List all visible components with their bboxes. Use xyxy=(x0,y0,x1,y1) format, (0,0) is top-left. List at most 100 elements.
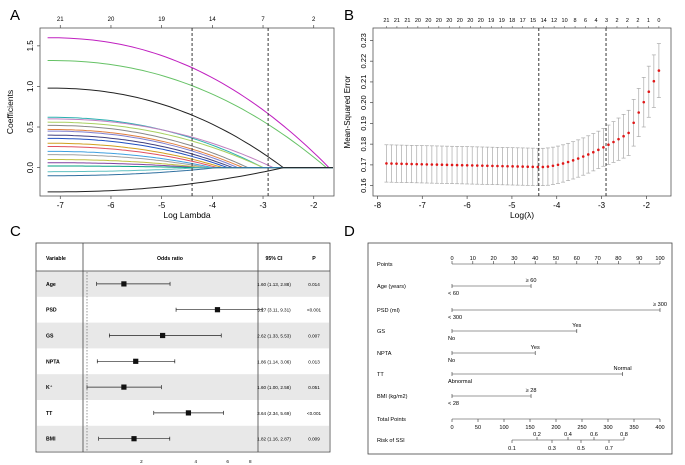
forest-or-marker xyxy=(185,410,192,416)
x-tick-label: -6 xyxy=(464,201,472,210)
cv-mse-plot: -8 -7 -6 -5 -4 -3 -2 0.16 0.17 0.18 0.19 0.20 0.21 0.… xyxy=(343,18,672,220)
top-tick-label: 19 xyxy=(499,18,505,24)
forest-variable-label: TT xyxy=(46,411,53,417)
cv-mse-point xyxy=(637,111,641,114)
forest-or-marker xyxy=(133,358,139,364)
cv-mse-point xyxy=(627,131,630,135)
y-tick-label: 0.5 xyxy=(26,121,35,133)
forest-header-variable: Variable xyxy=(46,256,66,262)
cv-mse-point xyxy=(647,90,651,94)
panel-b-frame xyxy=(372,27,672,197)
top-tick-label: 21 xyxy=(394,18,400,24)
top-tick-label: 0 xyxy=(657,18,660,24)
cv-mse-point xyxy=(526,165,530,169)
nomogram-risk-upper-label: 0.6 xyxy=(590,432,598,438)
forest-row-band xyxy=(37,374,329,400)
nomogram-row-label: GS xyxy=(377,329,385,335)
top-tick-label: 20 xyxy=(108,17,115,23)
cv-mse-point xyxy=(506,164,509,168)
nomogram-points-tick-label: 80 xyxy=(615,256,621,262)
cv-mse-point xyxy=(410,162,413,166)
cv-mse-point xyxy=(395,162,398,165)
nomogram-points-tick-label: 50 xyxy=(553,256,559,262)
cv-mse-point xyxy=(531,165,535,169)
panel-a-xlabel: Log Lambda xyxy=(163,210,211,220)
nomogram-total-tick-label: 400 xyxy=(655,425,664,431)
cv-mse-point xyxy=(592,150,595,154)
forest-variable-label: GS xyxy=(46,334,54,340)
top-tick-label: 4 xyxy=(594,18,597,24)
top-tick-label: 2 xyxy=(312,17,316,23)
x-tick-label: -4 xyxy=(209,201,217,210)
coef-path-v19 xyxy=(47,167,333,173)
cv-mse-point xyxy=(496,164,499,168)
cv-mse-point xyxy=(405,162,408,166)
nomogram-points-tick-label: 40 xyxy=(532,256,538,262)
top-tick-label: 19 xyxy=(158,17,165,23)
coef-path-v8 xyxy=(47,128,333,169)
cv-mse-point xyxy=(581,155,585,158)
nomogram-row-label: TT xyxy=(377,372,384,378)
coef-path-v11 xyxy=(47,137,333,169)
nomogram-risk-lower-label: 0.3 xyxy=(548,446,556,452)
coef-path-v14 xyxy=(47,150,333,169)
x-tick-label: -4 xyxy=(553,201,561,210)
nomogram-points-tick-label: 70 xyxy=(594,256,600,262)
y-tick-label: 0.18 xyxy=(359,137,368,152)
x-tick-label: -2 xyxy=(310,201,318,210)
panel-b-xlabel: Log(λ) xyxy=(510,210,534,220)
y-tick-label: 0.19 xyxy=(359,116,368,131)
nomogram-points-tick-label: 60 xyxy=(574,256,580,262)
forest-p-value: 0.013 xyxy=(308,359,320,364)
forest-or-marker xyxy=(131,436,137,442)
cv-mse-point xyxy=(607,143,610,147)
nomogram-risk-label: Risk of SSI xyxy=(377,438,405,444)
coef-path-v12 xyxy=(47,142,333,169)
x-tick-label: -7 xyxy=(57,201,65,210)
x-tick-label: -8 xyxy=(374,201,382,210)
panel-label-c: C xyxy=(10,223,21,240)
forest-x-tick-label: 4 xyxy=(195,459,198,464)
forest-variable-label: Age xyxy=(46,282,56,288)
nomogram-upper-level: Yes xyxy=(572,323,581,329)
cv-mse-point xyxy=(566,160,570,164)
cv-mse-point xyxy=(516,165,519,168)
forest-p-value: 0.014 xyxy=(308,282,320,287)
forest-ci-text: 5.27 (3.11, 9.31) xyxy=(257,308,291,313)
nomogram-points-tick-label: 30 xyxy=(511,256,517,262)
forest-row-band xyxy=(37,271,329,297)
top-tick-label: 21 xyxy=(57,17,64,23)
cv-mse-point xyxy=(385,162,388,165)
forest-ci-text: 3.64 (2.34, 5.69) xyxy=(257,411,291,416)
cv-mse-point xyxy=(420,162,424,166)
nomogram-total-tick-label: 300 xyxy=(603,425,612,431)
cv-mse-point xyxy=(491,164,494,168)
nomogram-total-tick-label: 50 xyxy=(475,425,481,431)
nomogram-row-label: PSD (ml) xyxy=(377,308,400,314)
nomogram-points-tick-label: 20 xyxy=(490,256,496,262)
cv-mse-point xyxy=(612,140,615,144)
nomogram-lower-level: < 28 xyxy=(448,401,459,407)
coef-path-v16 xyxy=(47,159,333,169)
coefficient-path-plot: -7 -6 -5 -4 -3 -2 0.0 0.5 1.0 1.5 21 20 19 14 7 2 Log L… xyxy=(5,17,335,220)
forest-ci-text: 1.86 (1.14, 3.06) xyxy=(257,359,291,364)
coef-path-v18 xyxy=(47,165,333,169)
cv-mse-point xyxy=(536,165,540,169)
nomogram-risk-upper-label: 0.8 xyxy=(620,432,628,438)
cv-mse-point xyxy=(450,163,454,167)
nomogram-lower-level: < 300 xyxy=(448,315,462,321)
top-tick-label: 2 xyxy=(636,18,639,24)
nomogram-points-tick-label: 10 xyxy=(470,256,476,262)
cv-mse-point xyxy=(556,163,560,167)
y-tick-label: 0.0 xyxy=(26,161,35,173)
nomogram-row-label: Age (years) xyxy=(377,284,406,290)
y-tick-label: 0.23 xyxy=(359,33,368,48)
top-tick-label: 14 xyxy=(541,18,547,24)
forest-ci-text: 1.82 (1.16, 2.87) xyxy=(257,437,291,442)
x-tick-label: -7 xyxy=(419,201,427,210)
panel-label-d: D xyxy=(344,223,355,240)
panel-label-a: A xyxy=(10,7,20,24)
cv-mse-point xyxy=(435,163,439,166)
cv-mse-point xyxy=(652,79,656,83)
